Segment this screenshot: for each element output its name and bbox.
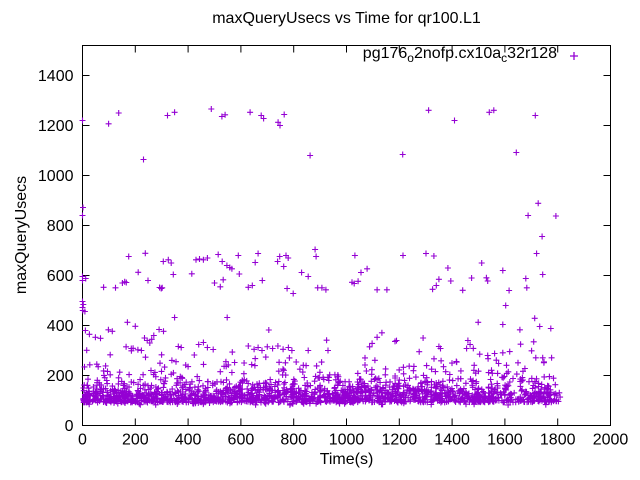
y-tick-label: 600: [47, 268, 74, 285]
low-dense-band-points: [80, 358, 564, 408]
y-axis-label: maxQueryUsecs: [13, 175, 30, 295]
y-tick-label: 1200: [38, 118, 74, 135]
y-tick-label: 800: [47, 218, 74, 235]
legend-label: pg176o2nofp.cx10ac32r128: [363, 45, 557, 65]
y-tick-label: 200: [47, 368, 74, 385]
x-tick-label: 800: [280, 432, 307, 449]
y-tick-label: 400: [47, 318, 74, 335]
y-tick-label: 1000: [38, 168, 74, 185]
legend-marker-icon: [570, 52, 578, 60]
legend-label-subscript: c: [501, 51, 508, 65]
x-tick-label: 2000: [593, 432, 629, 449]
x-tick-label: 600: [228, 432, 255, 449]
legend-label-segment: 2nofp.cx10a: [413, 45, 502, 62]
series-points: [79, 106, 559, 361]
y-tick-label: 0: [65, 418, 74, 435]
x-tick-label: 0: [78, 432, 87, 449]
legend-label-subscript: o: [407, 51, 414, 65]
axis-ticks: [82, 45, 611, 426]
x-tick-label: 1200: [382, 432, 418, 449]
x-tick-label: 400: [175, 432, 202, 449]
x-tick-label: 1000: [329, 432, 365, 449]
x-tick-label: 1800: [540, 432, 576, 449]
x-tick-label: 1400: [434, 432, 470, 449]
y-tick-label: 1400: [38, 68, 74, 85]
chart-title: maxQueryUsecs vs Time for qr100.L1: [212, 10, 481, 27]
legend-label-segment: pg176: [362, 45, 408, 62]
legend-label-segment: 32r128: [507, 45, 557, 62]
x-tick-label: 1600: [487, 432, 523, 449]
x-axis-label: Time(s): [319, 451, 374, 468]
mid-sparse-fill-points: [83, 327, 547, 369]
x-tick-label: 200: [122, 432, 149, 449]
